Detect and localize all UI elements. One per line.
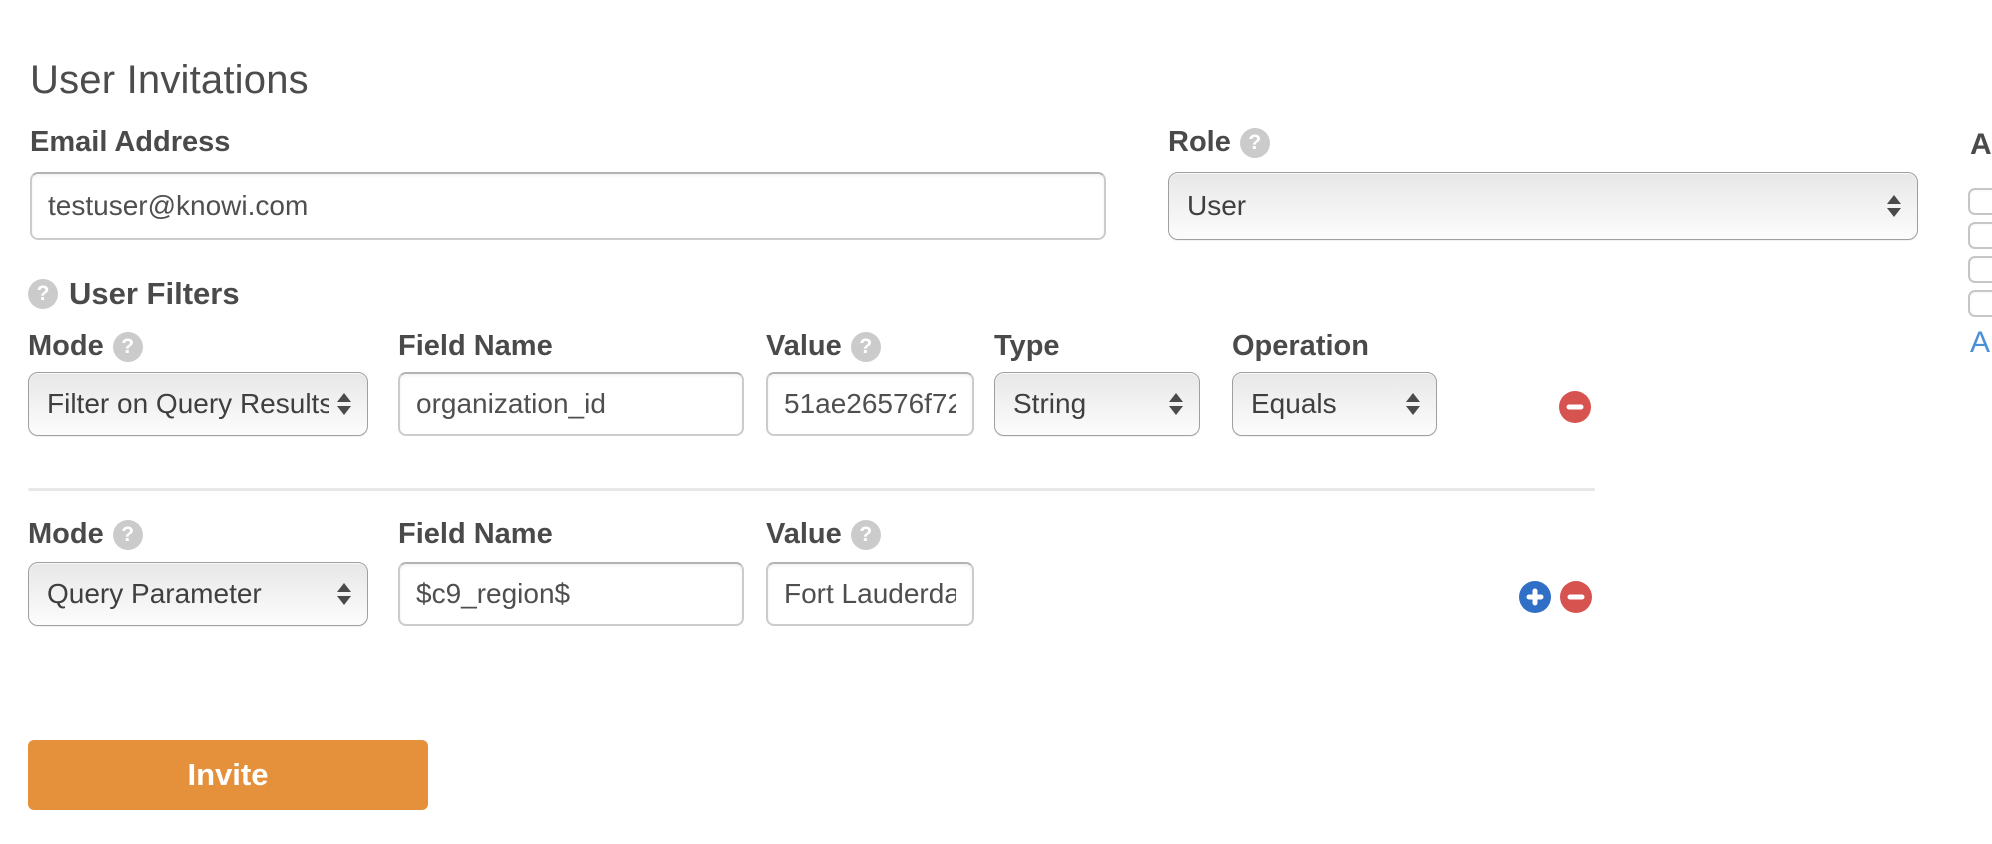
operation-label: Operation bbox=[1232, 330, 1369, 362]
right-panel-link[interactable]: A bbox=[1970, 326, 1991, 359]
invite-button[interactable]: Invite bbox=[28, 740, 428, 810]
access-checkbox[interactable] bbox=[1968, 256, 1992, 283]
email-address-label: Email Address bbox=[30, 126, 231, 158]
help-icon[interactable]: ? bbox=[850, 331, 881, 362]
access-checkbox[interactable] bbox=[1968, 188, 1992, 215]
page-title: User Invitations bbox=[30, 58, 309, 102]
type-label: Type bbox=[994, 330, 1060, 362]
filter-value-input[interactable] bbox=[766, 562, 974, 626]
value-label: Value ? bbox=[766, 518, 881, 551]
email-input[interactable] bbox=[30, 172, 1106, 240]
add-filter-button[interactable] bbox=[1519, 581, 1551, 613]
select-arrows-icon bbox=[1169, 393, 1183, 415]
mode-label: Mode ? bbox=[28, 518, 143, 551]
mode-label: Mode ? bbox=[28, 330, 143, 363]
remove-filter-button[interactable] bbox=[1559, 391, 1591, 423]
help-icon[interactable]: ? bbox=[112, 519, 143, 550]
filter-mode-select[interactable]: Query Parameter bbox=[28, 562, 368, 626]
help-icon[interactable]: ? bbox=[1239, 127, 1270, 158]
minus-icon bbox=[1567, 594, 1585, 600]
field-name-label: Field Name bbox=[398, 518, 553, 550]
remove-filter-button[interactable] bbox=[1560, 581, 1592, 613]
right-panel-header: A bbox=[1970, 128, 1992, 161]
filter-operation-select[interactable]: Equals bbox=[1232, 372, 1437, 436]
role-select-value: User bbox=[1187, 190, 1247, 221]
select-arrows-icon bbox=[337, 583, 351, 605]
select-arrows-icon bbox=[1406, 393, 1420, 415]
filter-mode-select[interactable]: Filter on Query Results bbox=[28, 372, 368, 436]
select-arrows-icon bbox=[337, 393, 351, 415]
field-name-label: Field Name bbox=[398, 330, 553, 362]
access-checkbox[interactable] bbox=[1968, 290, 1992, 317]
role-select[interactable]: User bbox=[1168, 172, 1918, 240]
filter-value-input[interactable] bbox=[766, 372, 974, 436]
help-icon[interactable]: ? bbox=[850, 519, 881, 550]
filter-field-name-input[interactable] bbox=[398, 372, 744, 436]
help-icon[interactable]: ? bbox=[28, 279, 58, 309]
role-label: Role ? bbox=[1168, 126, 1270, 159]
access-checkbox[interactable] bbox=[1968, 222, 1992, 249]
filter-row-divider bbox=[28, 488, 1595, 491]
help-icon[interactable]: ? bbox=[112, 331, 143, 362]
user-filters-heading: ? User Filters bbox=[28, 276, 240, 312]
value-label: Value ? bbox=[766, 330, 881, 363]
minus-icon bbox=[1566, 404, 1584, 410]
filter-type-select[interactable]: String bbox=[994, 372, 1200, 436]
filter-field-name-input[interactable] bbox=[398, 562, 744, 626]
select-arrows-icon bbox=[1887, 195, 1901, 217]
